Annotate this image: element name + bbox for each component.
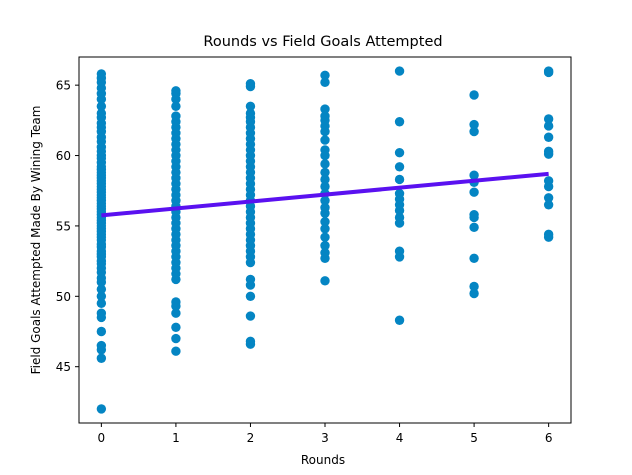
scatter-point <box>171 308 181 318</box>
scatter-point <box>320 70 330 81</box>
points-layer <box>96 66 554 414</box>
scatter-point <box>320 202 330 213</box>
x-tick-label: 4 <box>396 431 404 445</box>
y-tick-label: 65 <box>56 79 71 93</box>
scatter-point <box>394 117 405 127</box>
scatter-point <box>96 404 107 414</box>
scatter-point <box>320 276 330 286</box>
scatter-point <box>320 232 330 242</box>
scatter-point <box>245 101 256 111</box>
scatter-point <box>320 135 330 145</box>
x-tick-label: 1 <box>172 431 180 445</box>
scatter-point <box>543 176 554 186</box>
scatter-point <box>543 193 554 203</box>
scatter-point <box>320 167 330 178</box>
y-tick-label: 45 <box>56 360 71 374</box>
scatter-point <box>96 69 107 79</box>
scatter-point <box>543 229 554 240</box>
scatter-point <box>320 77 330 88</box>
scatter-point <box>320 247 330 258</box>
x-axis-label: Rounds <box>301 453 345 467</box>
scatter-point <box>171 333 181 344</box>
scatter-point <box>96 298 107 309</box>
scatter-point <box>171 86 181 96</box>
y-axis: 45 50 55 60 65 <box>56 79 79 374</box>
x-tick-label: 0 <box>98 431 106 445</box>
scatter-point <box>394 66 405 76</box>
scatter-point <box>469 222 479 233</box>
scatter-point <box>320 217 330 227</box>
scatter-point <box>543 66 554 76</box>
scatter-point <box>245 336 256 347</box>
scatter-point <box>469 209 479 220</box>
x-tick-label: 3 <box>321 431 329 445</box>
line-layer <box>101 171 549 218</box>
scatter-point <box>320 181 330 192</box>
scatter-point <box>320 195 330 206</box>
scatter-point <box>469 126 479 137</box>
scatter-point <box>245 291 256 302</box>
scatter-point <box>171 322 181 332</box>
scatter-point <box>543 121 554 131</box>
scatter-point <box>394 148 405 158</box>
scatter-point <box>320 104 330 114</box>
scatter-point <box>394 162 405 172</box>
scatter-point <box>96 326 107 337</box>
scatter-point <box>96 291 107 302</box>
scatter-point <box>171 101 181 111</box>
scatter-point <box>543 146 554 157</box>
regression-line <box>101 171 549 218</box>
scatter-point <box>469 90 479 100</box>
scatter-point <box>96 353 107 363</box>
x-tick-label: 5 <box>470 431 478 445</box>
scatter-point <box>96 308 107 318</box>
scatter-point <box>469 119 479 130</box>
scatter-point <box>543 200 554 210</box>
scatter-point <box>245 274 256 285</box>
scatter-point <box>96 284 107 294</box>
y-tick-label: 60 <box>56 149 71 163</box>
scatter-point <box>171 297 181 307</box>
x-tick-label: 2 <box>247 431 255 445</box>
scatter-point <box>543 132 554 142</box>
scatter-point <box>394 246 405 256</box>
scatter-point <box>320 224 330 234</box>
scatter-point <box>320 145 330 155</box>
scatter-point <box>96 108 107 119</box>
scatter-point <box>171 346 181 356</box>
x-tick-label: 6 <box>545 431 553 445</box>
scatter-point <box>320 174 330 185</box>
scatter-point <box>245 311 256 321</box>
scatter-point <box>394 315 405 325</box>
scatter-point <box>469 288 479 299</box>
scatter-point <box>469 187 479 197</box>
chart-title: Rounds vs Field Goals Attempted <box>203 34 442 50</box>
scatter-point <box>320 240 330 251</box>
scatter-point <box>469 170 479 180</box>
scatter-point <box>245 79 256 89</box>
scatter-point <box>96 340 107 351</box>
x-axis: 0 1 2 3 4 5 6 <box>98 423 553 445</box>
y-tick-label: 55 <box>56 219 71 233</box>
scatter-point <box>96 101 107 111</box>
scatter-point <box>394 188 405 199</box>
y-tick-label: 50 <box>56 290 71 304</box>
y-axis-label: Field Goals Attempted Made By Wining Tea… <box>29 106 43 375</box>
scatter-point <box>171 111 181 121</box>
scatter-point <box>320 111 330 121</box>
scatter-point <box>469 281 479 292</box>
scatter-point <box>469 253 479 263</box>
scatter-point <box>394 174 405 185</box>
scatter-point <box>245 108 256 119</box>
scatter-point <box>320 159 330 169</box>
scatter-point <box>394 212 405 223</box>
scatter-point <box>543 114 554 124</box>
